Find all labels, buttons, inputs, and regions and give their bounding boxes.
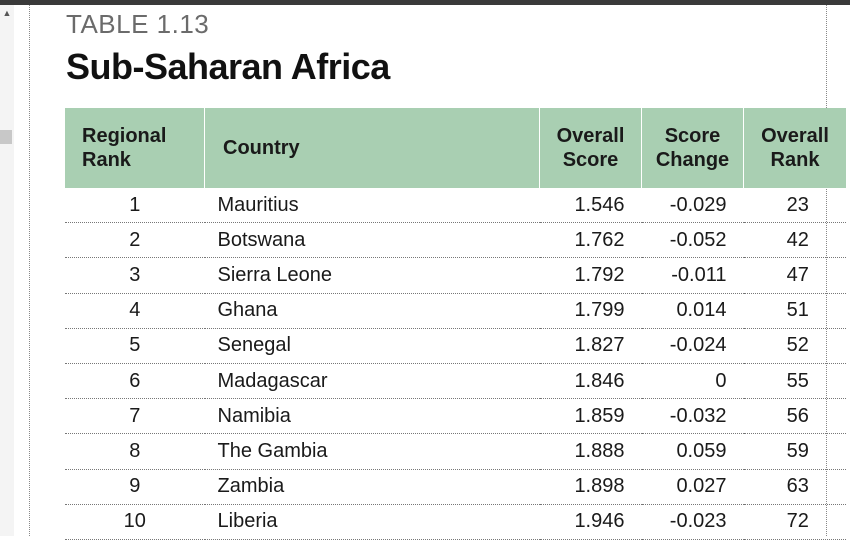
header-overall-rank: Overall Rank — [743, 108, 846, 188]
cell-regional-rank: 10 — [65, 504, 205, 540]
table-header-row: Regional Rank Country Overall Score Scor… — [65, 108, 846, 188]
cell-country: Zambia — [204, 469, 540, 505]
header-country-label: Country — [223, 137, 300, 159]
cell-score-change: 0.059 — [641, 433, 744, 470]
cell-score-change: -0.029 — [641, 188, 744, 224]
cell-score-change: 0 — [641, 363, 744, 400]
cell-country: Senegal — [204, 328, 540, 364]
cell-overall-rank: 59 — [743, 433, 846, 470]
header-score-change-line1: Score — [664, 125, 721, 147]
cell-overall-score: 1.762 — [539, 222, 642, 259]
table-row: 9 Zambia 1.898 0.027 63 — [65, 469, 846, 505]
cell-score-change: -0.023 — [641, 504, 744, 540]
cell-regional-rank: 4 — [65, 293, 205, 329]
scroll-up-arrow-icon[interactable]: ▲ — [2, 8, 12, 18]
table-number-label: TABLE 1.13 — [66, 9, 210, 39]
cell-overall-rank: 72 — [743, 504, 846, 540]
cell-country: Ghana — [204, 293, 540, 329]
cell-overall-score: 1.846 — [539, 363, 642, 400]
cell-regional-rank: 2 — [65, 222, 205, 259]
rankings-table: Regional Rank Country Overall Score Scor… — [65, 108, 846, 540]
cell-overall-score: 1.859 — [539, 398, 642, 435]
cell-score-change: 0.027 — [641, 469, 744, 505]
cell-regional-rank: 8 — [65, 433, 205, 470]
cell-score-change: -0.032 — [641, 398, 744, 435]
table-row: 3 Sierra Leone 1.792 -0.011 47 — [65, 257, 846, 294]
cell-overall-score: 1.946 — [539, 504, 642, 540]
cell-overall-rank: 56 — [743, 398, 846, 435]
cell-overall-rank: 63 — [743, 469, 846, 505]
cell-score-change: -0.052 — [641, 222, 744, 259]
cell-country: Madagascar — [204, 363, 540, 400]
table-row: 1 Mauritius 1.546 -0.029 23 — [65, 188, 846, 224]
table-row: 5 Senegal 1.827 -0.024 52 — [65, 328, 846, 364]
cell-overall-rank: 55 — [743, 363, 846, 400]
table-row: 7 Namibia 1.859 -0.032 56 — [65, 398, 846, 435]
scrollbar-track[interactable] — [0, 5, 14, 536]
cell-regional-rank: 7 — [65, 398, 205, 435]
header-country: Country — [204, 108, 540, 188]
cell-country: Botswana — [204, 222, 540, 259]
cell-overall-score: 1.888 — [539, 433, 642, 470]
table-row: 4 Ghana 1.799 0.014 51 — [65, 293, 846, 329]
cell-overall-score: 1.898 — [539, 469, 642, 505]
cell-regional-rank: 3 — [65, 257, 205, 294]
cell-country: The Gambia — [204, 433, 540, 470]
cell-overall-rank: 51 — [743, 293, 846, 329]
header-score-change-line2: Change — [655, 149, 730, 171]
cell-overall-rank: 23 — [743, 188, 846, 224]
cell-regional-rank: 9 — [65, 469, 205, 505]
cell-country: Namibia — [204, 398, 540, 435]
header-overall-rank-line1: Overall — [761, 125, 829, 147]
cell-regional-rank: 6 — [65, 363, 205, 400]
cell-country: Liberia — [204, 504, 540, 540]
cell-score-change: -0.011 — [641, 257, 744, 294]
cell-score-change: 0.014 — [641, 293, 744, 329]
header-overall-score-line2: Score — [562, 149, 619, 171]
cell-overall-rank: 52 — [743, 328, 846, 364]
table-title: Sub-Saharan Africa — [66, 46, 390, 87]
scrollbar-thumb[interactable] — [0, 130, 12, 144]
cell-regional-rank: 1 — [65, 188, 205, 224]
page-margin-guide-left — [29, 5, 30, 536]
header-overall-score: Overall Score — [539, 108, 642, 188]
table-row: 8 The Gambia 1.888 0.059 59 — [65, 433, 846, 470]
cell-overall-rank: 42 — [743, 222, 846, 259]
header-regional-rank-line1: Regional — [82, 125, 167, 147]
cell-overall-score: 1.827 — [539, 328, 642, 364]
cell-regional-rank: 5 — [65, 328, 205, 364]
cell-overall-score: 1.799 — [539, 293, 642, 329]
cell-country: Mauritius — [204, 188, 540, 224]
cell-overall-score: 1.792 — [539, 257, 642, 294]
cell-country: Sierra Leone — [204, 257, 540, 294]
header-overall-score-line1: Overall — [556, 125, 625, 147]
header-overall-rank-line2: Rank — [770, 149, 820, 171]
header-score-change: Score Change — [641, 108, 744, 188]
header-regional-rank: Regional Rank — [65, 108, 205, 188]
table-row: 10 Liberia 1.946 -0.023 72 — [65, 504, 846, 540]
header-regional-rank-line2: Rank — [82, 149, 131, 171]
table-row: 2 Botswana 1.762 -0.052 42 — [65, 222, 846, 259]
cell-score-change: -0.024 — [641, 328, 744, 364]
cell-overall-score: 1.546 — [539, 188, 642, 224]
window-top-bar — [0, 0, 850, 5]
table-row: 6 Madagascar 1.846 0 55 — [65, 363, 846, 400]
cell-overall-rank: 47 — [743, 257, 846, 294]
